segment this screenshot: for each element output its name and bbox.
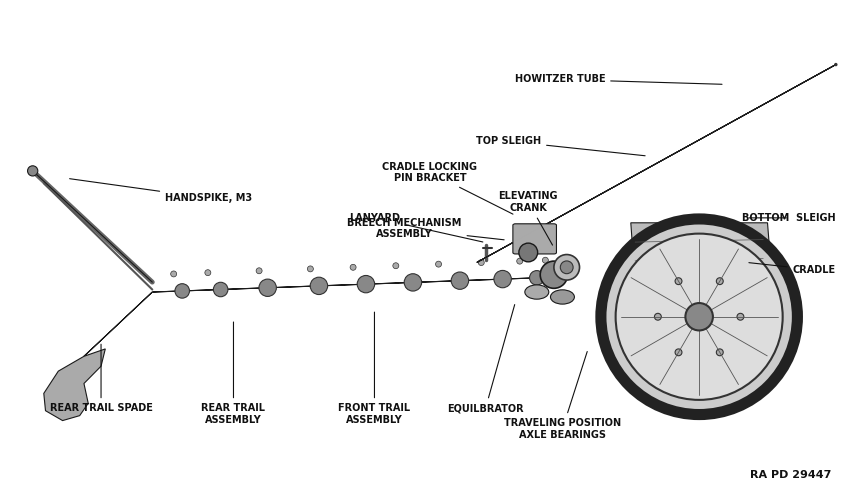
Ellipse shape bbox=[716, 278, 723, 284]
Ellipse shape bbox=[550, 290, 574, 304]
Polygon shape bbox=[152, 277, 554, 292]
Text: TOP SLEIGH: TOP SLEIGH bbox=[476, 136, 645, 156]
Ellipse shape bbox=[452, 272, 469, 289]
Ellipse shape bbox=[601, 219, 797, 414]
FancyBboxPatch shape bbox=[513, 224, 556, 254]
Text: EQUILBRATOR: EQUILBRATOR bbox=[447, 304, 524, 414]
Polygon shape bbox=[44, 349, 105, 420]
Ellipse shape bbox=[205, 270, 211, 276]
Ellipse shape bbox=[543, 257, 549, 263]
Text: TRAVELING POSITION
AXLE BEARINGS: TRAVELING POSITION AXLE BEARINGS bbox=[504, 352, 621, 440]
Ellipse shape bbox=[435, 261, 441, 267]
Ellipse shape bbox=[307, 266, 313, 272]
Text: HANDSPIKE, M3: HANDSPIKE, M3 bbox=[70, 178, 252, 203]
Ellipse shape bbox=[616, 234, 783, 400]
Ellipse shape bbox=[675, 349, 682, 356]
Ellipse shape bbox=[561, 261, 573, 274]
Text: REAR TRAIL SPADE: REAR TRAIL SPADE bbox=[50, 344, 152, 414]
Text: RA PD 29447: RA PD 29447 bbox=[750, 470, 832, 480]
Ellipse shape bbox=[554, 254, 580, 280]
Ellipse shape bbox=[213, 282, 228, 296]
Text: BREECH MECHANISM
ASSEMBLY: BREECH MECHANISM ASSEMBLY bbox=[347, 218, 504, 240]
Ellipse shape bbox=[517, 258, 523, 264]
Ellipse shape bbox=[525, 285, 549, 299]
Ellipse shape bbox=[404, 274, 421, 291]
Ellipse shape bbox=[28, 166, 38, 176]
Polygon shape bbox=[477, 64, 836, 262]
Ellipse shape bbox=[175, 284, 189, 298]
Ellipse shape bbox=[737, 314, 744, 320]
Ellipse shape bbox=[259, 279, 276, 296]
Ellipse shape bbox=[654, 314, 661, 320]
Ellipse shape bbox=[685, 303, 713, 330]
Ellipse shape bbox=[478, 260, 484, 266]
Ellipse shape bbox=[494, 270, 512, 288]
Ellipse shape bbox=[716, 349, 723, 356]
Ellipse shape bbox=[350, 264, 356, 270]
Ellipse shape bbox=[530, 270, 544, 285]
Text: ELEVATING
CRANK: ELEVATING CRANK bbox=[499, 192, 558, 245]
Ellipse shape bbox=[170, 271, 176, 277]
Text: CRADLE: CRADLE bbox=[749, 262, 836, 275]
Ellipse shape bbox=[256, 268, 262, 274]
Polygon shape bbox=[477, 64, 836, 262]
Ellipse shape bbox=[540, 261, 568, 288]
Text: FRONT TRAIL
ASSEMBLY: FRONT TRAIL ASSEMBLY bbox=[338, 312, 410, 425]
Text: REAR TRAIL
ASSEMBLY: REAR TRAIL ASSEMBLY bbox=[201, 322, 266, 425]
Ellipse shape bbox=[393, 263, 399, 268]
Ellipse shape bbox=[675, 278, 682, 284]
Polygon shape bbox=[477, 64, 836, 262]
Polygon shape bbox=[477, 64, 836, 262]
Text: LANYARD: LANYARD bbox=[349, 213, 482, 242]
Polygon shape bbox=[630, 223, 771, 282]
Ellipse shape bbox=[357, 276, 375, 293]
Text: BOTTOM  SLEIGH: BOTTOM SLEIGH bbox=[742, 213, 836, 223]
Ellipse shape bbox=[519, 243, 538, 262]
Polygon shape bbox=[84, 292, 152, 356]
Polygon shape bbox=[477, 64, 836, 262]
Text: HOWITZER TUBE: HOWITZER TUBE bbox=[514, 74, 722, 85]
Text: CRADLE LOCKING
PIN BRACKET: CRADLE LOCKING PIN BRACKET bbox=[383, 162, 513, 214]
Ellipse shape bbox=[310, 277, 328, 294]
